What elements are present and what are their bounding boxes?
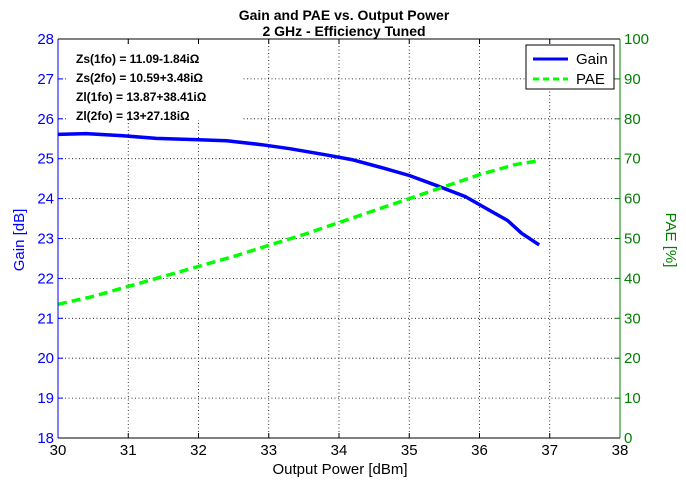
x-tick-label: 30 bbox=[50, 442, 67, 459]
y-right-axis-label: PAE [%] bbox=[662, 213, 679, 268]
chart-title: Gain and PAE vs. Output Power bbox=[239, 7, 450, 23]
annotation-zl-1fo: Zl(1fo) = 13.87+38.41iΩ bbox=[76, 90, 207, 104]
x-tick-label: 38 bbox=[612, 442, 629, 459]
pae-series-line bbox=[57, 158, 540, 307]
y-right-tick-label: 0 bbox=[624, 430, 632, 447]
annotation-zs-2fo: Zs(2fo) = 10.59+3.48iΩ bbox=[76, 71, 203, 85]
y-left-tick-label: 18 bbox=[37, 430, 54, 447]
legend-pae-label: PAE bbox=[576, 71, 605, 88]
y-right-tick-label: 80 bbox=[624, 111, 641, 128]
axes-frame bbox=[57, 38, 621, 439]
y-left-tick-labels: 18 19 20 21 22 23 24 25 26 27 28 bbox=[37, 31, 54, 447]
y-right-tick-label: 20 bbox=[624, 350, 641, 367]
x-tick-labels: 30 31 32 33 34 35 36 37 38 bbox=[50, 442, 629, 459]
y-left-tick-label: 23 bbox=[37, 231, 54, 248]
y-right-tick-label: 60 bbox=[624, 191, 641, 208]
series-lines bbox=[57, 131, 541, 307]
y-right-tick-label: 40 bbox=[624, 270, 641, 287]
y-right-tick-label: 70 bbox=[624, 151, 641, 168]
x-tick-label: 33 bbox=[260, 442, 277, 459]
x-tick-label: 32 bbox=[190, 442, 207, 459]
y-left-tick-label: 28 bbox=[37, 31, 54, 48]
y-left-tick-label: 25 bbox=[37, 151, 54, 168]
y-left-tick-label: 21 bbox=[37, 310, 54, 327]
y-right-tick-label: 50 bbox=[624, 231, 641, 248]
y-left-axis-label: Gain [dB] bbox=[11, 209, 28, 272]
x-tick-label: 31 bbox=[120, 442, 137, 459]
y-left-tick-label: 27 bbox=[37, 71, 54, 88]
y-left-tick-label: 19 bbox=[37, 390, 54, 407]
y-right-tick-label: 30 bbox=[624, 310, 641, 327]
annotation-zs-1fo: Zs(1fo) = 11.09-1.84iΩ bbox=[76, 52, 200, 66]
x-axis-label: Output Power [dBm] bbox=[272, 461, 407, 478]
y-left-tick-label: 20 bbox=[37, 350, 54, 367]
annotation-box bbox=[66, 44, 242, 120]
y-left-tick-label: 24 bbox=[37, 191, 54, 208]
legend-gain-label: Gain bbox=[576, 51, 608, 68]
x-tick-label: 37 bbox=[541, 442, 558, 459]
gain-series-line bbox=[57, 131, 541, 247]
x-tick-label: 36 bbox=[471, 442, 488, 459]
x-tick-label: 35 bbox=[401, 442, 418, 459]
y-right-tick-label: 90 bbox=[624, 71, 641, 88]
impedance-annotations: Zs(1fo) = 11.09-1.84iΩ Zs(2fo) = 10.59+3… bbox=[66, 44, 242, 123]
legend-box bbox=[525, 44, 615, 90]
annotation-zl-2fo: Zl(2fo) = 13+27.18iΩ bbox=[76, 109, 190, 123]
y-left-tick-label: 26 bbox=[37, 111, 54, 128]
y-right-tick-labels: 0 10 20 30 40 50 60 70 80 90 100 bbox=[624, 31, 649, 447]
y-right-tick-label: 10 bbox=[624, 390, 641, 407]
y-left-tick-label: 22 bbox=[37, 270, 54, 287]
x-tick-label: 34 bbox=[331, 442, 348, 459]
y-right-tick-label: 100 bbox=[624, 31, 649, 48]
chart-subtitle: 2 GHz - Efficiency Tuned bbox=[262, 23, 425, 39]
grid-lines bbox=[58, 39, 620, 438]
legend: Gain PAE bbox=[525, 44, 615, 90]
